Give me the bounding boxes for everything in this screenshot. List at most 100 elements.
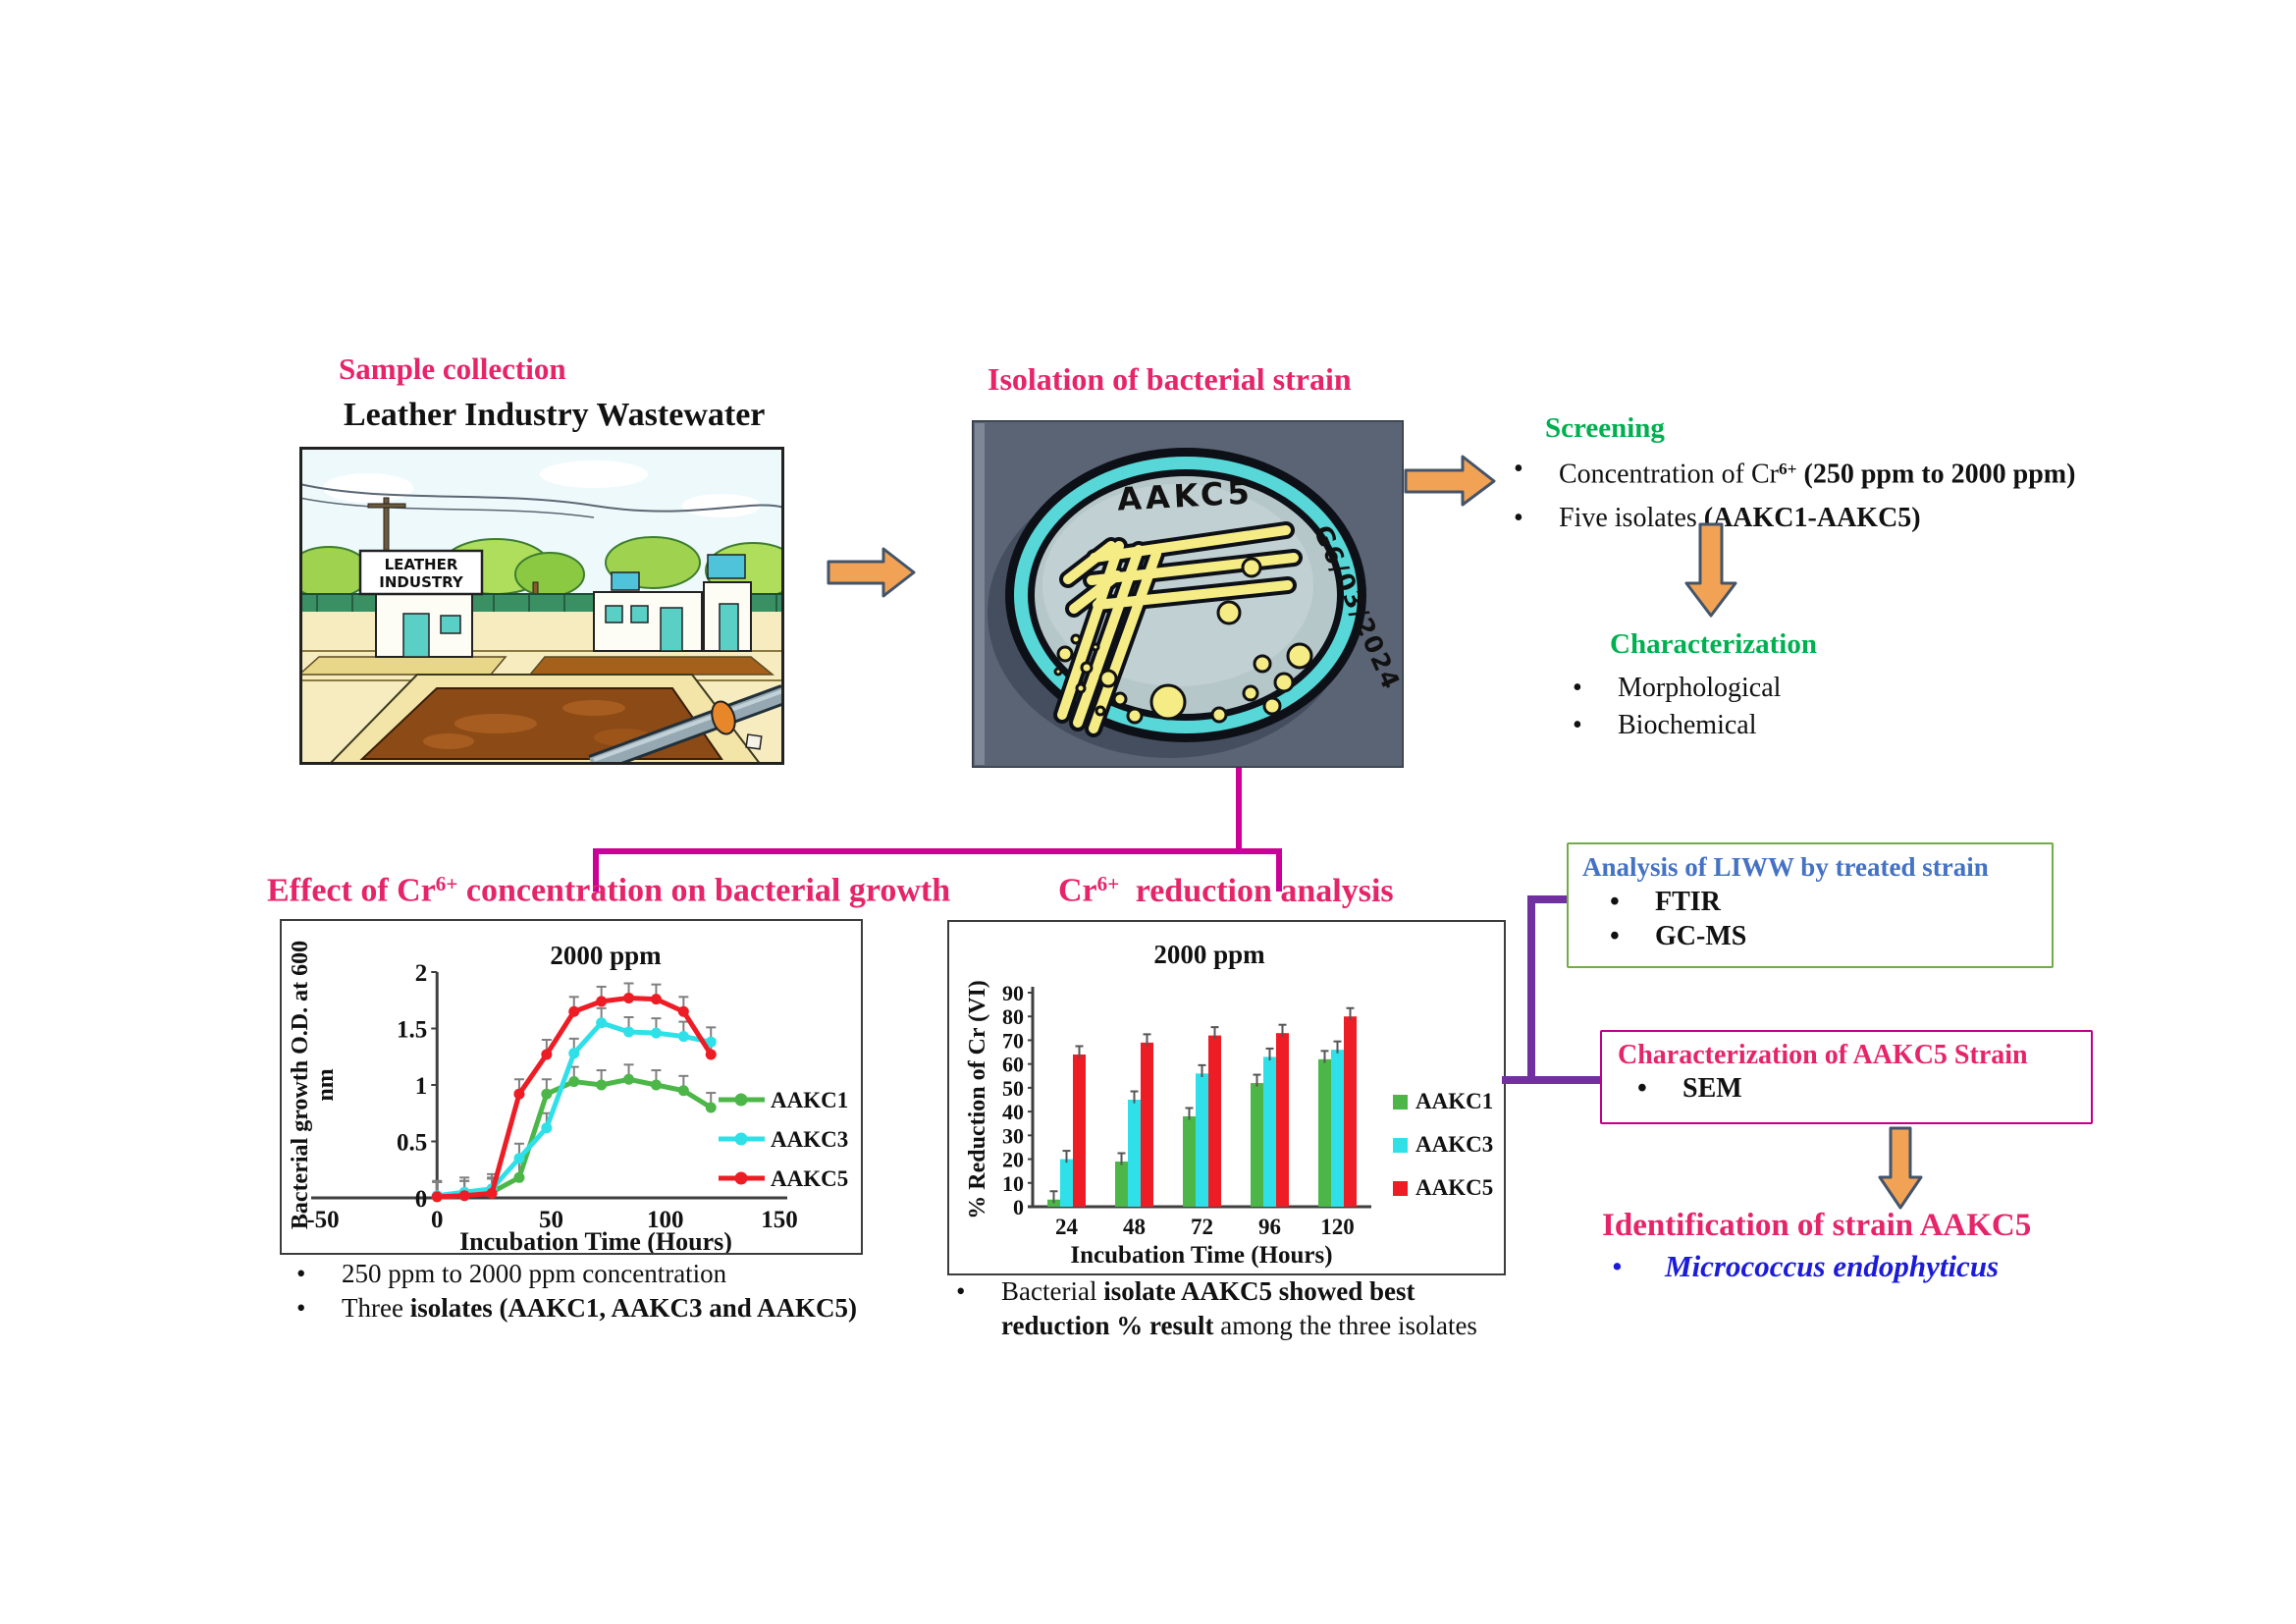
- svg-text:1: 1: [415, 1073, 428, 1100]
- liww-bullet-ftir: FTIR: [1604, 885, 2052, 919]
- characterization-bullets: Morphological Biochemical: [1567, 670, 1920, 744]
- bullet-icon: [1567, 707, 1618, 744]
- liww-box-title: Analysis of LIWW by treated strain: [1582, 852, 1989, 882]
- svg-text:-50: -50: [306, 1207, 339, 1233]
- legend-AAKC1: AAKC1: [719, 1088, 848, 1112]
- aakc5-characterization-box: Characterization of AAKC5 Strain SEM: [1600, 1030, 2093, 1124]
- identification-heading: Identification of strain AAKC5: [1602, 1208, 2032, 1243]
- svg-text:0: 0: [1013, 1195, 1024, 1219]
- svg-text:0: 0: [415, 1186, 428, 1213]
- growth-caption-2: Three isolates (AAKC1, AAKC3 and AAKC5): [291, 1291, 919, 1326]
- bar-AAKC5-24: [1073, 1054, 1086, 1207]
- bar-chart-xlabel: Incubation Time (Hours): [1070, 1242, 1332, 1269]
- svg-text:96: 96: [1258, 1215, 1281, 1239]
- line-chart-xlabel: Incubation Time (Hours): [459, 1227, 732, 1253]
- bar-AAKC1-120: [1318, 1058, 1331, 1207]
- svg-text:72: 72: [1191, 1215, 1213, 1239]
- arrow-down-icon: [1878, 1126, 1923, 1210]
- svg-text:AAKC1: AAKC1: [771, 1088, 848, 1112]
- bar-AAKC5-72: [1208, 1035, 1221, 1207]
- screening-bullet-isolates: Five isolates (AAKC1-AAKC5): [1508, 501, 2146, 536]
- legend-AAKC3: AAKC3: [719, 1127, 848, 1152]
- line-chart-title: 2000 ppm: [550, 941, 662, 970]
- svg-text:60: 60: [1002, 1053, 1024, 1077]
- svg-text:150: 150: [761, 1207, 798, 1233]
- svg-text:AAKC1: AAKC1: [1415, 1089, 1493, 1113]
- svg-text:AAKC3: AAKC3: [771, 1127, 848, 1152]
- svg-text:0: 0: [431, 1207, 444, 1233]
- series-AAKC1: [431, 1073, 717, 1203]
- bar-AAKC5-120: [1344, 1016, 1357, 1207]
- petri-dish-label: AAKC5: [1116, 473, 1254, 517]
- svg-text:30: 30: [1002, 1123, 1024, 1148]
- reduction-caption: Bacterial isolate AAKC5 showed best redu…: [950, 1274, 1520, 1343]
- bracket-line: [593, 848, 1282, 854]
- bar-chart-ylabel: % Reduction of Cr (VI): [965, 980, 990, 1219]
- characterization-bullet-biochemical: Biochemical: [1567, 707, 1920, 744]
- bar-chart-title: 2000 ppm: [1153, 940, 1265, 969]
- bar-AAKC1-24: [1047, 1199, 1060, 1207]
- leather-industry-sign-line2: INDUSTRY: [379, 573, 464, 591]
- bullet-icon: [1631, 1073, 1682, 1105]
- bullet-icon: [950, 1274, 1001, 1309]
- growth-section-heading: Effect of Cr6+ concentration on bacteria…: [267, 872, 951, 909]
- bullet-icon: [1604, 919, 1655, 953]
- growth-line-chart: 2000 ppm 0 0.5 1 1.5 2 -50 0 50 100 150 Incubation …: [280, 919, 863, 1256]
- bullet-icon: [1606, 1249, 1657, 1284]
- bullet-icon: [1567, 670, 1618, 707]
- characterization-heading: Characterization: [1610, 628, 1817, 660]
- svg-text:50: 50: [539, 1207, 563, 1233]
- liww-analysis-box: Analysis of LIWW by treated strain FTIR …: [1567, 842, 2054, 968]
- growth-caption-bullets: 250 ppm to 2000 ppm concentration Three …: [291, 1257, 919, 1326]
- legend-AAKC3: AAKC3: [1393, 1132, 1493, 1157]
- svg-text:90: 90: [1002, 981, 1024, 1005]
- aakc5-box-title: Characterization of AAKC5 Strain: [1618, 1040, 2028, 1070]
- svg-text:50: 50: [1002, 1076, 1024, 1101]
- bar-AAKC1-72: [1183, 1115, 1196, 1207]
- svg-text:10: 10: [1002, 1171, 1024, 1196]
- screening-heading: Screening: [1545, 412, 1665, 444]
- wastewater-illustration: LEATHER INDUSTRY: [299, 447, 784, 765]
- screening-bullets: Concentration of Cr6+ (250 ppm to 2000 p…: [1508, 452, 2146, 536]
- bar-AAKC3-72: [1196, 1073, 1208, 1207]
- bar-AAKC3-120: [1331, 1050, 1344, 1207]
- bullet-icon: [1508, 452, 1559, 487]
- bar-AAKC5-48: [1141, 1042, 1153, 1207]
- bar-AAKC3-96: [1263, 1056, 1276, 1207]
- characterization-bullet-morphological: Morphological: [1567, 670, 1920, 707]
- reduction-section-heading: Cr6+ reduction analysis: [1058, 872, 1394, 909]
- bar-AAKC1-96: [1251, 1083, 1263, 1207]
- purple-connector: [1527, 895, 1535, 1084]
- bar-AAKC3-48: [1128, 1100, 1141, 1207]
- bracket-line: [1276, 848, 1282, 892]
- bar-AAKC5-96: [1276, 1033, 1289, 1207]
- bracket-line: [593, 848, 599, 892]
- aakc5-bullet-sem: SEM: [1631, 1073, 2091, 1105]
- legend-AAKC5: AAKC5: [719, 1166, 848, 1191]
- legend-AAKC1: AAKC1: [1393, 1089, 1493, 1113]
- bullet-icon: [1604, 885, 1655, 919]
- svg-text:AAKC5: AAKC5: [771, 1166, 848, 1191]
- reduction-caption-bullet: Bacterial isolate AAKC5 showed best redu…: [950, 1274, 1520, 1343]
- petri-dish-illustration: AAKC5 G6/03/2024: [972, 420, 1404, 768]
- bullet-icon: [1508, 501, 1559, 536]
- growth-caption-1: 250 ppm to 2000 ppm concentration: [291, 1257, 919, 1291]
- purple-connector: [1502, 1076, 1606, 1084]
- svg-text:100: 100: [647, 1207, 684, 1233]
- bullet-icon: [291, 1257, 342, 1291]
- svg-text:1.5: 1.5: [397, 1017, 427, 1044]
- svg-text:0.5: 0.5: [397, 1130, 427, 1157]
- arrow-down-icon: [1684, 522, 1737, 618]
- svg-text:AAKC5: AAKC5: [1415, 1175, 1493, 1200]
- svg-text:120: 120: [1320, 1215, 1355, 1239]
- line-chart-svg: 2000 ppm 0 0.5 1 1.5 2 -50 0 50 100 150 Incubation …: [288, 941, 848, 1256]
- arrow-right-icon: [1404, 455, 1496, 507]
- reduction-bar-chart: 2000 ppm 0 10 20 30 40 50 60 70 80 90 24 48 72 96 120 In…: [947, 920, 1506, 1275]
- svg-text:70: 70: [1002, 1028, 1024, 1053]
- sample-collection-heading: Sample collection: [339, 352, 566, 386]
- legend-AAKC5: AAKC5: [1393, 1175, 1493, 1200]
- isolation-heading: Isolation of bacterial strain: [988, 361, 1352, 397]
- svg-text:80: 80: [1002, 1004, 1024, 1029]
- line-chart-ylabel: Bacterial growth O.D. at 600nm: [288, 941, 339, 1229]
